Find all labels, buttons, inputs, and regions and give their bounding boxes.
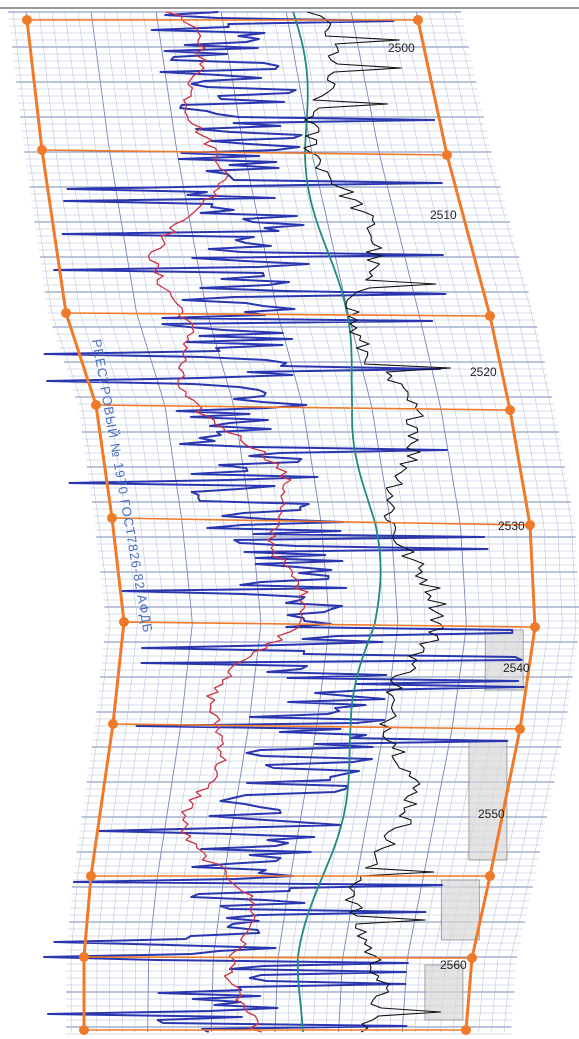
depth-label: 2520: [470, 365, 497, 379]
frame-node: [525, 520, 535, 530]
frame-node: [107, 513, 117, 523]
frame-node: [515, 724, 525, 734]
frame-node: [485, 311, 495, 321]
frame-node: [86, 871, 96, 881]
depth-label: 2500: [388, 41, 415, 55]
frame-rung: [84, 957, 472, 958]
frame-node: [79, 1025, 89, 1035]
lithology-box: [441, 880, 479, 940]
depth-label: 2550: [478, 807, 505, 821]
depth-label: 2530: [498, 519, 525, 533]
depth-label: 2560: [440, 958, 467, 972]
frame-node: [119, 617, 129, 627]
frame-node: [413, 15, 423, 25]
frame-node: [505, 405, 515, 415]
depth-label: 2510: [430, 208, 457, 222]
lithology-box: [469, 740, 507, 860]
frame-node: [442, 150, 452, 160]
well-log-scan: 2500 2510 2520 2530 2540 2550 2560 РЕЕСТ…: [0, 0, 579, 1039]
frame-node: [22, 15, 32, 25]
frame-node: [108, 719, 118, 729]
frame-node: [37, 145, 47, 155]
frame-node: [530, 622, 540, 632]
frame-node: [461, 1025, 471, 1035]
depth-label: 2540: [503, 661, 530, 675]
frame-node: [91, 400, 101, 410]
frame-node: [485, 871, 495, 881]
frame-node: [61, 308, 71, 318]
frame-node: [467, 953, 477, 963]
page: 2500 2510 2520 2530 2540 2550 2560 РЕЕСТ…: [0, 0, 579, 1039]
frame-node: [79, 952, 89, 962]
